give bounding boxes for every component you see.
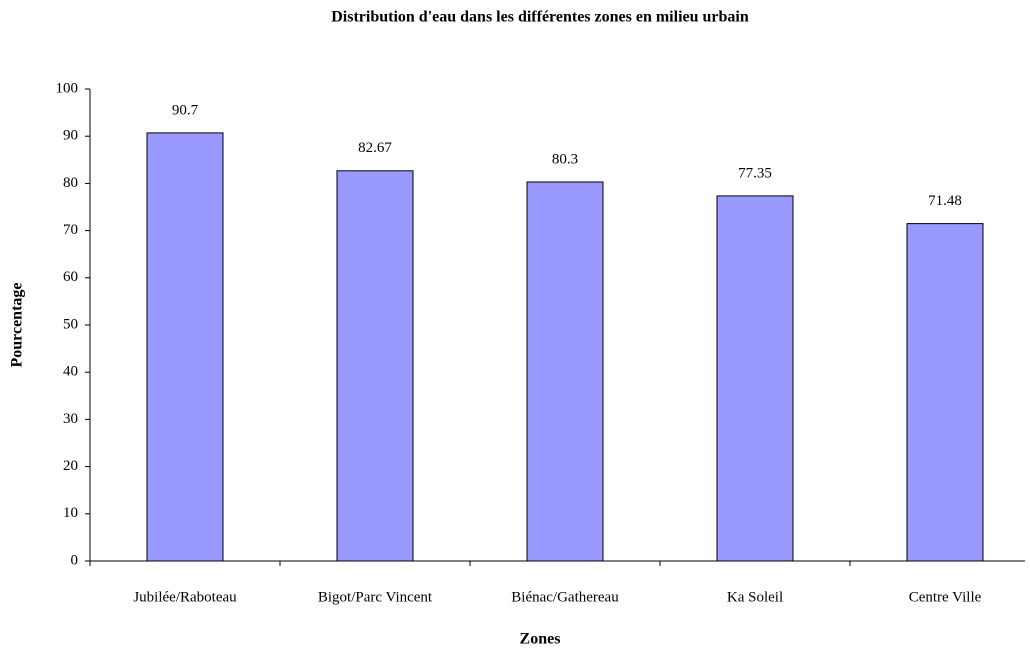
bar: [146, 132, 224, 562]
chart-title: Distribution d'eau dans les différentes …: [331, 9, 749, 26]
value-label: 77.35: [738, 165, 772, 181]
x-tick-label: Centre Ville: [909, 589, 982, 605]
x-axis-label: Zones: [520, 631, 561, 648]
bar: [716, 195, 794, 562]
value-label: 82.67: [358, 140, 392, 156]
x-tick-label: Biénac/Gathereau: [511, 589, 619, 605]
y-tick-label: 0: [71, 552, 79, 568]
y-tick-label: 90: [63, 128, 78, 144]
bar: [336, 170, 414, 562]
y-tick-label: 20: [63, 458, 78, 474]
y-tick-label: 70: [63, 222, 78, 238]
y-tick-label: 80: [63, 175, 78, 191]
y-tick-label: 40: [63, 364, 78, 380]
y-tick-label: 60: [63, 269, 78, 285]
y-tick-label: 30: [63, 411, 78, 427]
x-tick-label: Bigot/Parc Vincent: [318, 589, 433, 605]
y-axis-label: Pourcentage: [9, 282, 26, 367]
value-label: 71.48: [928, 193, 962, 209]
y-tick-label: 10: [63, 505, 78, 521]
y-tick-label: 100: [56, 80, 79, 96]
y-tick-label: 50: [63, 316, 78, 332]
x-tick-label: Ka Soleil: [727, 589, 783, 605]
value-label: 90.7: [172, 102, 199, 118]
value-label: 80.3: [552, 151, 578, 167]
bar: [906, 223, 984, 562]
bar: [526, 181, 604, 562]
x-tick-label: Jubilée/Raboteau: [133, 589, 237, 605]
